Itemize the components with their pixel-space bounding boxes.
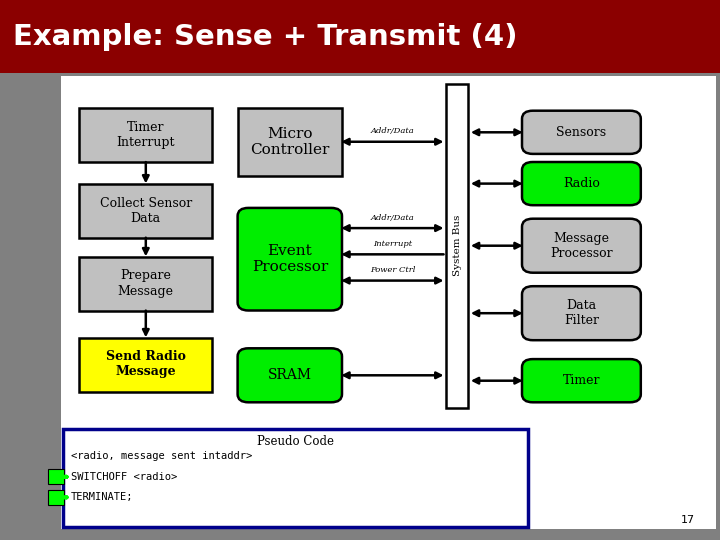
- Text: SRAM: SRAM: [268, 368, 312, 382]
- FancyBboxPatch shape: [63, 429, 528, 526]
- Text: Send Radio
Message: Send Radio Message: [106, 350, 186, 379]
- Text: Collect Sensor
Data: Collect Sensor Data: [99, 197, 192, 225]
- FancyBboxPatch shape: [79, 256, 212, 310]
- FancyBboxPatch shape: [79, 338, 212, 392]
- FancyBboxPatch shape: [522, 219, 641, 273]
- FancyBboxPatch shape: [238, 348, 342, 402]
- Text: <radio, message sent intaddr>: <radio, message sent intaddr>: [71, 451, 252, 461]
- FancyBboxPatch shape: [238, 208, 342, 310]
- Bar: [446, 84, 468, 408]
- FancyBboxPatch shape: [79, 184, 212, 238]
- FancyBboxPatch shape: [522, 162, 641, 205]
- Text: 17: 17: [680, 515, 695, 525]
- FancyBboxPatch shape: [48, 469, 64, 484]
- Text: SWITCHOFF <radio>: SWITCHOFF <radio>: [71, 472, 177, 482]
- Text: TERMINATE;: TERMINATE;: [71, 492, 133, 502]
- Bar: [0, 0, 720, 73]
- Text: System Bus: System Bus: [453, 215, 462, 276]
- Text: Prepare
Message: Prepare Message: [118, 269, 174, 298]
- Text: Pseudo Code: Pseudo Code: [257, 435, 333, 448]
- FancyBboxPatch shape: [79, 108, 212, 162]
- Text: Data
Filter: Data Filter: [564, 299, 599, 327]
- Text: Addr/Data: Addr/Data: [371, 214, 414, 221]
- Text: Radio: Radio: [563, 177, 600, 190]
- Bar: [61, 76, 716, 529]
- Text: Timer
Interrupt: Timer Interrupt: [117, 121, 175, 149]
- Text: Addr/Data: Addr/Data: [371, 127, 414, 135]
- Text: Interrupt: Interrupt: [373, 240, 412, 248]
- Text: Timer: Timer: [562, 374, 600, 387]
- FancyBboxPatch shape: [522, 111, 641, 154]
- FancyBboxPatch shape: [48, 490, 64, 505]
- FancyBboxPatch shape: [522, 359, 641, 402]
- FancyBboxPatch shape: [522, 286, 641, 340]
- Text: Sensors: Sensors: [557, 126, 606, 139]
- Text: Message
Processor: Message Processor: [550, 232, 613, 260]
- Text: Example: Sense + Transmit (4): Example: Sense + Transmit (4): [13, 23, 518, 51]
- Text: Micro
Controller: Micro Controller: [250, 127, 330, 157]
- Text: Event
Processor: Event Processor: [252, 244, 328, 274]
- Text: Power Ctrl: Power Ctrl: [369, 266, 415, 274]
- FancyBboxPatch shape: [238, 108, 342, 176]
